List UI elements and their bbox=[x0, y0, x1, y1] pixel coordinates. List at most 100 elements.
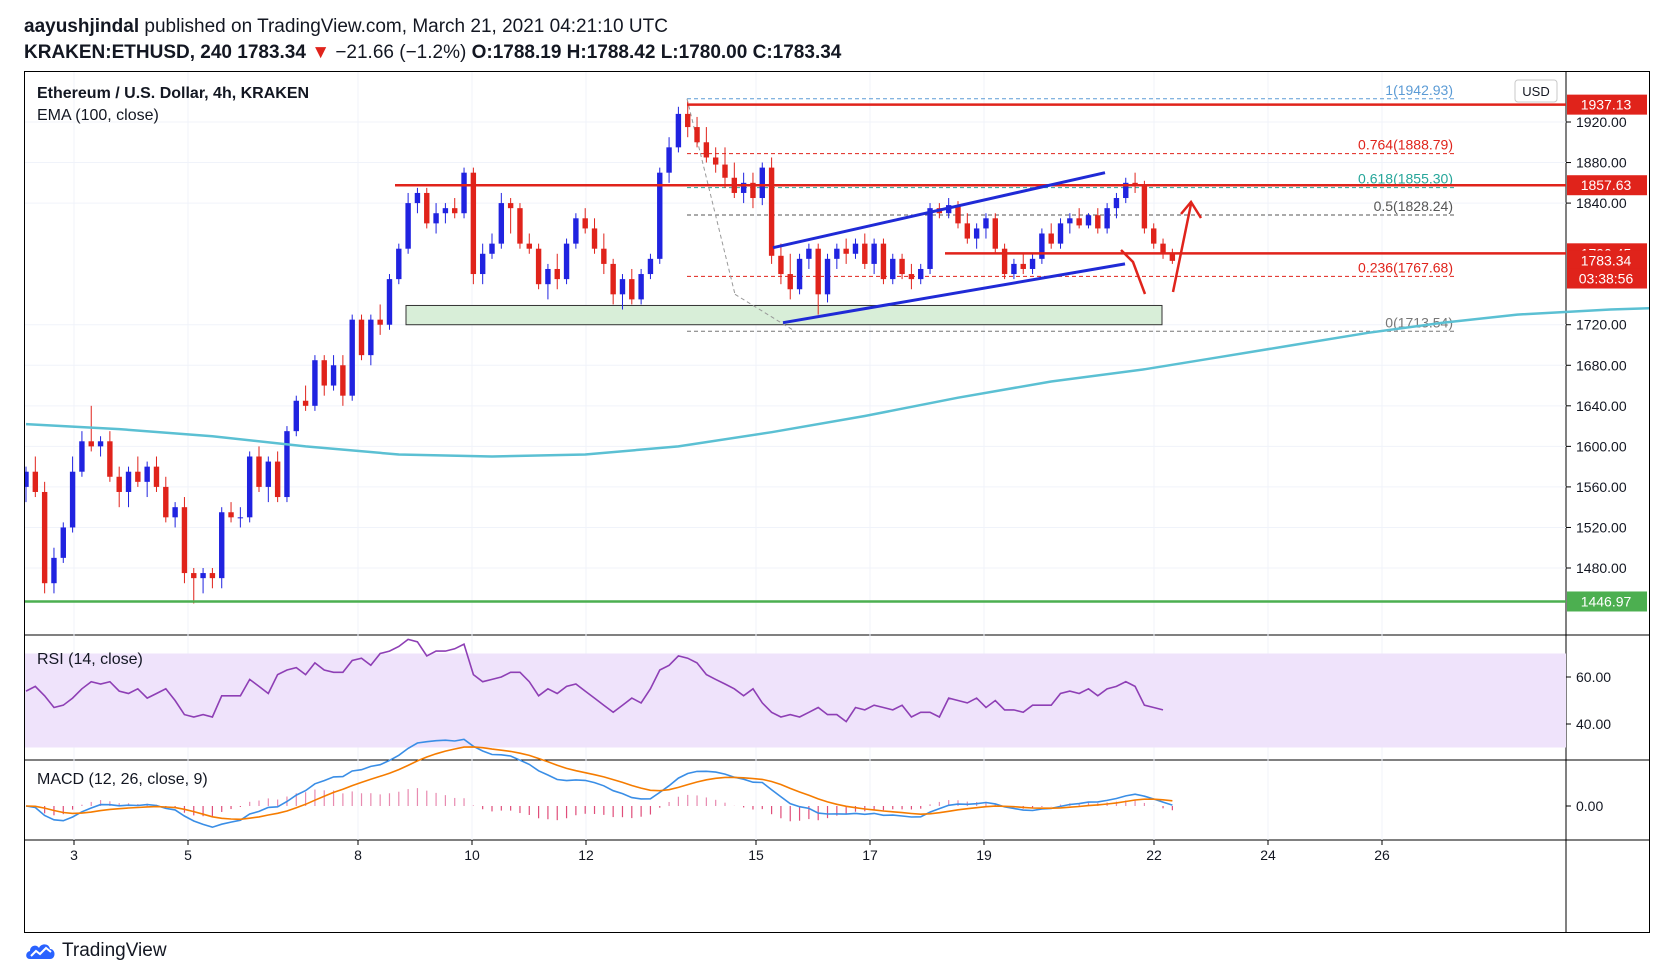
candle-body-105 bbox=[1001, 248, 1008, 275]
tradingview-brand-name: TradingView bbox=[62, 940, 167, 961]
candle-body-24 bbox=[246, 456, 253, 518]
candle-body-57 bbox=[554, 268, 560, 280]
candle-body-25 bbox=[256, 456, 262, 487]
candle-body-41 bbox=[405, 203, 411, 249]
rsi-legend: RSI (14, close) bbox=[37, 651, 143, 668]
price-tick-label-3: 1720.00 bbox=[1576, 317, 1627, 333]
candle-body-90 bbox=[862, 243, 868, 264]
price-tag-bg-4 bbox=[1567, 268, 1647, 289]
candle-body-30 bbox=[302, 400, 309, 406]
candle-body-9 bbox=[107, 441, 113, 477]
candle-body-120 bbox=[1141, 184, 1148, 229]
candle-body-111 bbox=[1057, 223, 1064, 244]
macd-line bbox=[25, 738, 1173, 829]
time-tick-label-3: 10 bbox=[464, 847, 480, 863]
candle-body-86 bbox=[824, 258, 831, 295]
rsi-line bbox=[25, 638, 1164, 723]
candle-body-113 bbox=[1076, 218, 1082, 226]
candle-body-96 bbox=[918, 268, 924, 280]
candle-body-93 bbox=[890, 258, 896, 280]
price-tag-label-3: 1783.34 bbox=[1581, 253, 1632, 269]
fib-label-5: 0(1713.54) bbox=[1385, 314, 1453, 330]
candle-body-5 bbox=[69, 471, 76, 528]
candle-body-82 bbox=[787, 274, 793, 290]
macd bbox=[25, 738, 1173, 829]
high-label: H: bbox=[566, 42, 587, 63]
currency-label: USD bbox=[1522, 84, 1549, 99]
candle-body-23 bbox=[237, 517, 244, 519]
price-tick-label-0: 1920.00 bbox=[1576, 114, 1627, 130]
price-tag-bg-0 bbox=[1567, 94, 1647, 115]
candle-body-36 bbox=[358, 319, 365, 356]
candle-body-106 bbox=[1011, 263, 1017, 275]
symbol-label[interactable]: KRAKEN:ETHUSD, 240 bbox=[24, 42, 232, 63]
time-tick-label-2: 8 bbox=[354, 847, 362, 863]
candle-body-107 bbox=[1020, 263, 1026, 269]
candle-body-49 bbox=[479, 253, 486, 275]
candle-body-112 bbox=[1067, 218, 1073, 224]
candle-body-80 bbox=[768, 167, 775, 256]
fib-label-1: 0.764(1888.79) bbox=[1358, 137, 1453, 153]
price-tick-label-7: 1560.00 bbox=[1576, 479, 1627, 495]
price-tick-label-4: 1680.00 bbox=[1576, 357, 1627, 373]
candle-body-118 bbox=[1123, 182, 1129, 199]
candle-body-89 bbox=[852, 243, 859, 254]
price-tick-label-2: 1840.00 bbox=[1576, 195, 1627, 211]
candle-body-72 bbox=[694, 127, 700, 143]
candle-body-44 bbox=[433, 213, 439, 224]
time-tick-label-6: 17 bbox=[862, 847, 878, 863]
time-tick-label-5: 15 bbox=[748, 847, 764, 863]
candle-body-87 bbox=[834, 248, 840, 259]
time-tick-label-7: 19 bbox=[976, 847, 992, 863]
candle-body-53 bbox=[517, 208, 523, 244]
candle-body-63 bbox=[610, 263, 616, 295]
publish-info: aayushjindal published on TradingView.co… bbox=[24, 16, 668, 38]
rsi-band bbox=[25, 653, 1566, 748]
candle-body-71 bbox=[685, 113, 691, 128]
candle-body-19 bbox=[200, 573, 206, 579]
rsi-tick-label-1: 40.00 bbox=[1576, 716, 1611, 732]
low-value: 1780.00 bbox=[678, 42, 748, 63]
currency-badge[interactable] bbox=[1514, 79, 1558, 103]
candle-body-2 bbox=[41, 491, 48, 584]
candle-body-66 bbox=[638, 274, 644, 300]
candle-body-11 bbox=[125, 471, 132, 492]
price-tick-label-8: 1520.00 bbox=[1576, 519, 1627, 535]
fib-lines: 1(1942.93) 0.764(1888.79) 0.618(1855.30) 0.… bbox=[686, 82, 1455, 332]
candle-body-6 bbox=[79, 441, 85, 472]
chart-svg[interactable]: 1(1942.93) 0.764(1888.79) 0.618(1855.30) 0.… bbox=[23, 72, 1674, 932]
author-name[interactable]: aayushjindal bbox=[24, 16, 140, 37]
candle-body-35 bbox=[349, 319, 355, 396]
time-tick-label-0: 3 bbox=[70, 847, 78, 863]
candle-body-95 bbox=[908, 274, 915, 280]
drawings bbox=[25, 103, 1566, 603]
candle-body-83 bbox=[796, 258, 803, 290]
trend-channel-lower bbox=[782, 262, 1126, 325]
price-tag-label-0: 1937.13 bbox=[1581, 97, 1632, 113]
tradingview-logo[interactable]: TradingView bbox=[24, 940, 167, 962]
price-tags: 1937.131857.631790.451783.3403:38:561446… bbox=[1567, 94, 1647, 612]
published-text: published on TradingView.com, March 21, … bbox=[144, 16, 668, 37]
high-value: 1788.42 bbox=[586, 42, 656, 63]
candle-body-121 bbox=[1151, 228, 1157, 244]
price-tag-label-5: 1446.97 bbox=[1581, 593, 1632, 609]
candle-body-10 bbox=[116, 476, 122, 492]
price-axis[interactable]: 1920.00 1880.00 1840.00 1720.00 1680.00 1640.… bbox=[1566, 114, 1627, 814]
candle-body-119 bbox=[1132, 182, 1138, 185]
time-axis[interactable]: 3 5 8 10 12 15 17 19 22 24 26 bbox=[70, 840, 1390, 863]
candle-body-8 bbox=[97, 441, 104, 447]
candle-body-104 bbox=[992, 218, 998, 249]
chart-container[interactable]: 1(1942.93) 0.764(1888.79) 0.618(1855.30) 0.… bbox=[23, 71, 1674, 933]
candle-body-26 bbox=[265, 461, 272, 487]
candle-body-47 bbox=[461, 172, 467, 214]
candle-body-7 bbox=[88, 441, 94, 447]
candle-body-61 bbox=[591, 228, 598, 249]
candle-body-123 bbox=[1169, 253, 1176, 261]
candle-body-12 bbox=[135, 471, 141, 482]
candle-body-37 bbox=[368, 319, 374, 356]
trend-channel-upper bbox=[772, 171, 1106, 250]
candle-body-65 bbox=[629, 279, 635, 300]
candle-body-97 bbox=[927, 208, 933, 269]
candle-body-101 bbox=[964, 223, 971, 239]
candle-body-68 bbox=[657, 172, 663, 259]
